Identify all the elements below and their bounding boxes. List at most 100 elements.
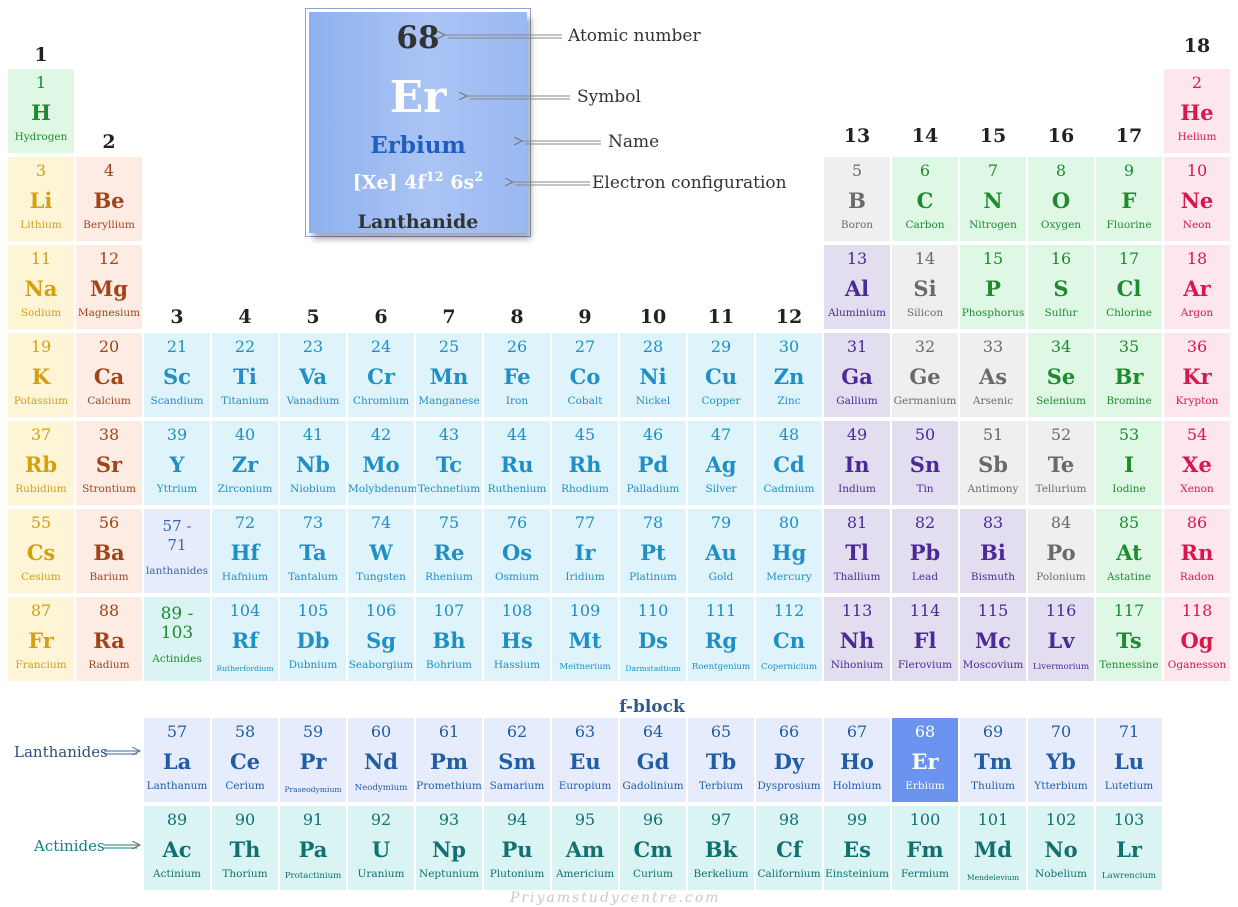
element-cell-pt[interactable]: 78 Pt Platinum bbox=[620, 509, 686, 593]
element-cell-mt[interactable]: 109 Mt Meitnerium bbox=[552, 597, 618, 681]
element-cell-mg[interactable]: 12 Mg Magnesium bbox=[76, 245, 142, 329]
element-cell-rg[interactable]: 111 Rg Roentgenium bbox=[688, 597, 754, 681]
element-cell-hf[interactable]: 72 Hf Hafnium bbox=[212, 509, 278, 593]
element-cell-xe[interactable]: 54 Xe Xenon bbox=[1164, 421, 1230, 505]
element-cell-te[interactable]: 52 Te Tellurium bbox=[1028, 421, 1094, 505]
element-cell-be[interactable]: 4 Be Beryllium bbox=[76, 157, 142, 241]
element-cell-cs[interactable]: 55 Cs Cesium bbox=[8, 509, 74, 593]
element-cell-al[interactable]: 13 Al Aluminium bbox=[824, 245, 890, 329]
element-cell-md[interactable]: 101 Md Mendelevium bbox=[960, 806, 1026, 890]
element-cell-in[interactable]: 49 In Indium bbox=[824, 421, 890, 505]
actinides-placeholder-cell[interactable]: 89 -103 Actinides bbox=[144, 597, 210, 681]
element-cell-os[interactable]: 76 Os Osmium bbox=[484, 509, 550, 593]
element-cell-nb[interactable]: 41 Nb Niobium bbox=[280, 421, 346, 505]
element-cell-pm[interactable]: 61 Pm Promethium bbox=[416, 718, 482, 802]
element-cell-zn[interactable]: 30 Zn Zinc bbox=[756, 333, 822, 417]
element-cell-mc[interactable]: 115 Mc Moscovium bbox=[960, 597, 1026, 681]
element-cell-ra[interactable]: 88 Ra Radium bbox=[76, 597, 142, 681]
element-cell-s[interactable]: 16 S Sulfur bbox=[1028, 245, 1094, 329]
element-cell-tm[interactable]: 69 Tm Thulium bbox=[960, 718, 1026, 802]
element-cell-cf[interactable]: 98 Cf Californium bbox=[756, 806, 822, 890]
element-cell-pb[interactable]: 82 Pb Lead bbox=[892, 509, 958, 593]
element-cell-lr[interactable]: 103 Lr Lawrencium bbox=[1096, 806, 1162, 890]
element-cell-h[interactable]: 1 H Hydrogen bbox=[8, 69, 74, 153]
element-cell-ne[interactable]: 10 Ne Neon bbox=[1164, 157, 1230, 241]
element-cell-br[interactable]: 35 Br Bromine bbox=[1096, 333, 1162, 417]
element-cell-p[interactable]: 15 P Phosphorus bbox=[960, 245, 1026, 329]
element-cell-au[interactable]: 79 Au Gold bbox=[688, 509, 754, 593]
element-cell-pr[interactable]: 59 Pr Praseodymium bbox=[280, 718, 346, 802]
element-cell-th[interactable]: 90 Th Thorium bbox=[212, 806, 278, 890]
element-cell-va[interactable]: 23 Va Vanadium bbox=[280, 333, 346, 417]
element-cell-re[interactable]: 75 Re Rhenium bbox=[416, 509, 482, 593]
element-cell-og[interactable]: 118 Og Oganesson bbox=[1164, 597, 1230, 681]
element-cell-db[interactable]: 105 Db Dubnium bbox=[280, 597, 346, 681]
element-cell-sn[interactable]: 50 Sn Tin bbox=[892, 421, 958, 505]
element-cell-he[interactable]: 2 He Helium bbox=[1164, 69, 1230, 153]
element-cell-sb[interactable]: 51 Sb Antimony bbox=[960, 421, 1026, 505]
element-cell-u[interactable]: 92 U Uranium bbox=[348, 806, 414, 890]
lanthanides-placeholder-cell[interactable]: 57 -71 lanthanides bbox=[144, 509, 210, 593]
element-cell-am[interactable]: 95 Am Americium bbox=[552, 806, 618, 890]
element-cell-nh[interactable]: 113 Nh Nihonium bbox=[824, 597, 890, 681]
element-cell-eu[interactable]: 63 Eu Europium bbox=[552, 718, 618, 802]
element-cell-ba[interactable]: 56 Ba Barium bbox=[76, 509, 142, 593]
element-cell-pa[interactable]: 91 Pa Protactinium bbox=[280, 806, 346, 890]
element-cell-nd[interactable]: 60 Nd Neodymium bbox=[348, 718, 414, 802]
element-cell-i[interactable]: 53 I Iodine bbox=[1096, 421, 1162, 505]
element-cell-as[interactable]: 33 As Arsenic bbox=[960, 333, 1026, 417]
element-cell-ti[interactable]: 22 Ti Titanium bbox=[212, 333, 278, 417]
element-cell-si[interactable]: 14 Si Silicon bbox=[892, 245, 958, 329]
element-cell-ru[interactable]: 44 Ru Ruthenium bbox=[484, 421, 550, 505]
element-cell-yb[interactable]: 70 Yb Ytterbium bbox=[1028, 718, 1094, 802]
element-cell-fl[interactable]: 114 Fl Flerovium bbox=[892, 597, 958, 681]
element-cell-co[interactable]: 27 Co Cobalt bbox=[552, 333, 618, 417]
element-cell-tb[interactable]: 65 Tb Terbium bbox=[688, 718, 754, 802]
element-cell-c[interactable]: 6 C Carbon bbox=[892, 157, 958, 241]
element-cell-ta[interactable]: 73 Ta Tantalum bbox=[280, 509, 346, 593]
element-cell-pu[interactable]: 94 Pu Plutonium bbox=[484, 806, 550, 890]
element-cell-kr[interactable]: 36 Kr Krypton bbox=[1164, 333, 1230, 417]
element-cell-ho[interactable]: 67 Ho Holmium bbox=[824, 718, 890, 802]
element-cell-bi[interactable]: 83 Bi Bismuth bbox=[960, 509, 1026, 593]
element-cell-y[interactable]: 39 Y Yttrium bbox=[144, 421, 210, 505]
element-cell-bk[interactable]: 97 Bk Berkelium bbox=[688, 806, 754, 890]
element-cell-sc[interactable]: 21 Sc Scandium bbox=[144, 333, 210, 417]
element-cell-bh[interactable]: 107 Bh Bohrium bbox=[416, 597, 482, 681]
element-cell-cm[interactable]: 96 Cm Curium bbox=[620, 806, 686, 890]
element-cell-o[interactable]: 8 O Oxygen bbox=[1028, 157, 1094, 241]
element-cell-na[interactable]: 11 Na Sodium bbox=[8, 245, 74, 329]
element-cell-f[interactable]: 9 F Fluorine bbox=[1096, 157, 1162, 241]
element-cell-tc[interactable]: 43 Tc Technetium bbox=[416, 421, 482, 505]
element-cell-rf[interactable]: 104 Rf Rutherfordium bbox=[212, 597, 278, 681]
element-cell-k[interactable]: 19 K Potassium bbox=[8, 333, 74, 417]
element-cell-ga[interactable]: 31 Ga Gallium bbox=[824, 333, 890, 417]
element-cell-sr[interactable]: 38 Sr Strontium bbox=[76, 421, 142, 505]
element-cell-np[interactable]: 93 Np Neptunium bbox=[416, 806, 482, 890]
element-cell-la[interactable]: 57 La Lanthanum bbox=[144, 718, 210, 802]
element-cell-lv[interactable]: 116 Lv Livermorium bbox=[1028, 597, 1094, 681]
element-cell-cd[interactable]: 48 Cd Cadmium bbox=[756, 421, 822, 505]
element-cell-ge[interactable]: 32 Ge Germanium bbox=[892, 333, 958, 417]
element-cell-ni[interactable]: 28 Ni Nickel bbox=[620, 333, 686, 417]
element-cell-hg[interactable]: 80 Hg Mercury bbox=[756, 509, 822, 593]
element-cell-hs[interactable]: 108 Hs Hassium bbox=[484, 597, 550, 681]
element-cell-zr[interactable]: 40 Zr Zirconium bbox=[212, 421, 278, 505]
element-cell-ce[interactable]: 58 Ce Cerium bbox=[212, 718, 278, 802]
element-cell-fr[interactable]: 87 Fr Francium bbox=[8, 597, 74, 681]
element-cell-er[interactable]: 68 Er Erbium bbox=[892, 718, 958, 802]
element-cell-cr[interactable]: 24 Cr Chromium bbox=[348, 333, 414, 417]
element-cell-ca[interactable]: 20 Ca Calcium bbox=[76, 333, 142, 417]
element-cell-no[interactable]: 102 No Nobelium bbox=[1028, 806, 1094, 890]
element-cell-se[interactable]: 34 Se Selenium bbox=[1028, 333, 1094, 417]
element-cell-rb[interactable]: 37 Rb Rubidium bbox=[8, 421, 74, 505]
element-cell-pd[interactable]: 46 Pd Palladium bbox=[620, 421, 686, 505]
element-cell-po[interactable]: 84 Po Polonium bbox=[1028, 509, 1094, 593]
element-cell-li[interactable]: 3 Li Lithium bbox=[8, 157, 74, 241]
element-cell-lu[interactable]: 71 Lu Lutetium bbox=[1096, 718, 1162, 802]
element-cell-cu[interactable]: 29 Cu Copper bbox=[688, 333, 754, 417]
element-cell-b[interactable]: 5 B Boron bbox=[824, 157, 890, 241]
element-cell-dy[interactable]: 66 Dy Dysprosium bbox=[756, 718, 822, 802]
element-cell-mn[interactable]: 25 Mn Manganese bbox=[416, 333, 482, 417]
element-cell-mo[interactable]: 42 Mo Molybdenum bbox=[348, 421, 418, 505]
